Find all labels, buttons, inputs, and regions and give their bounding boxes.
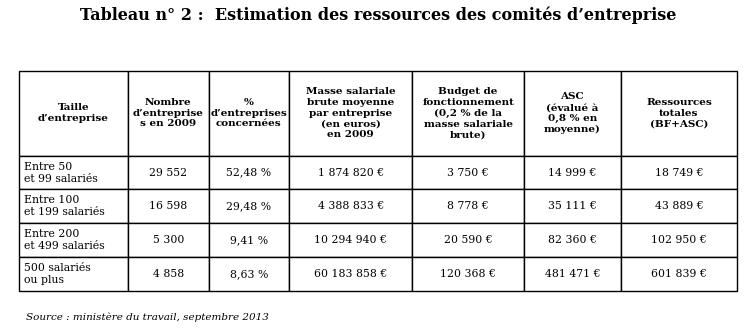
Text: Entre 200
et 499 salariés: Entre 200 et 499 salariés <box>24 229 105 251</box>
Bar <box>621 71 737 156</box>
Bar <box>209 223 289 257</box>
Text: 500 salariés
ou plus: 500 salariés ou plus <box>24 263 91 285</box>
Bar <box>19 190 128 223</box>
Bar <box>209 156 289 190</box>
Text: 481 471 €: 481 471 € <box>544 269 600 279</box>
Bar <box>413 190 524 223</box>
Text: 3 750 €: 3 750 € <box>448 167 489 178</box>
Bar <box>621 223 737 257</box>
Bar <box>524 257 621 291</box>
Text: 601 839 €: 601 839 € <box>651 269 707 279</box>
Text: 8,63 %: 8,63 % <box>230 269 268 279</box>
Bar <box>413 71 524 156</box>
Text: ASC
(évalué à
0,8 % en
moyenne): ASC (évalué à 0,8 % en moyenne) <box>544 92 601 134</box>
Bar <box>524 190 621 223</box>
Text: 4 388 833 €: 4 388 833 € <box>318 201 384 212</box>
Text: Taille
d’entreprise: Taille d’entreprise <box>38 103 109 123</box>
Text: 60 183 858 €: 60 183 858 € <box>314 269 387 279</box>
Text: 16 598: 16 598 <box>149 201 187 212</box>
Text: 82 360 €: 82 360 € <box>548 235 596 245</box>
Text: 14 999 €: 14 999 € <box>548 167 596 178</box>
Text: 29 552: 29 552 <box>149 167 187 178</box>
Text: 102 950 €: 102 950 € <box>651 235 707 245</box>
Bar <box>524 156 621 190</box>
Text: %
d’entreprises
concernées: % d’entreprises concernées <box>210 98 287 128</box>
Text: 20 590 €: 20 590 € <box>444 235 492 245</box>
Text: 43 889 €: 43 889 € <box>655 201 703 212</box>
Bar <box>209 71 289 156</box>
Bar <box>209 190 289 223</box>
Text: Ressources
totales
(BF+ASC): Ressources totales (BF+ASC) <box>646 98 712 128</box>
Bar <box>19 223 128 257</box>
Text: Masse salariale
brute moyenne
par entreprise
(en euros)
en 2009: Masse salariale brute moyenne par entrep… <box>306 87 395 139</box>
Text: 5 300: 5 300 <box>153 235 184 245</box>
Bar <box>289 223 413 257</box>
Bar <box>19 156 128 190</box>
Bar <box>128 223 209 257</box>
Bar <box>621 257 737 291</box>
Text: Budget de
fonctionnement
(0,2 % de la
masse salariale
brute): Budget de fonctionnement (0,2 % de la ma… <box>422 87 514 139</box>
Bar <box>524 223 621 257</box>
Bar <box>289 156 413 190</box>
Text: Entre 50
et 99 salariés: Entre 50 et 99 salariés <box>24 162 98 184</box>
Bar <box>289 190 413 223</box>
Text: 10 294 940 €: 10 294 940 € <box>314 235 387 245</box>
Bar <box>19 71 128 156</box>
Text: Source : ministère du travail, septembre 2013: Source : ministère du travail, septembre… <box>26 313 269 322</box>
Bar <box>524 71 621 156</box>
Text: 8 778 €: 8 778 € <box>448 201 489 212</box>
Text: 29,48 %: 29,48 % <box>226 201 271 212</box>
Text: 9,41 %: 9,41 % <box>230 235 268 245</box>
Text: 1 874 820 €: 1 874 820 € <box>318 167 384 178</box>
Text: 18 749 €: 18 749 € <box>655 167 703 178</box>
Bar <box>413 223 524 257</box>
Text: Nombre
d’entreprise
s en 2009: Nombre d’entreprise s en 2009 <box>133 98 203 128</box>
Bar <box>128 190 209 223</box>
Bar <box>413 156 524 190</box>
Text: Entre 100
et 199 salariés: Entre 100 et 199 salariés <box>24 195 105 217</box>
Bar <box>209 257 289 291</box>
Text: 35 111 €: 35 111 € <box>548 201 596 212</box>
Bar <box>621 190 737 223</box>
Bar <box>19 257 128 291</box>
Text: Tableau n° 2 :  Estimation des ressources des comités d’entreprise: Tableau n° 2 : Estimation des ressources… <box>80 6 676 24</box>
Bar <box>413 257 524 291</box>
Text: 4 858: 4 858 <box>153 269 184 279</box>
Bar <box>128 71 209 156</box>
Text: 52,48 %: 52,48 % <box>226 167 271 178</box>
Bar <box>289 257 413 291</box>
Bar <box>621 156 737 190</box>
Bar <box>289 71 413 156</box>
Text: 120 368 €: 120 368 € <box>440 269 496 279</box>
Bar <box>128 156 209 190</box>
Bar <box>128 257 209 291</box>
